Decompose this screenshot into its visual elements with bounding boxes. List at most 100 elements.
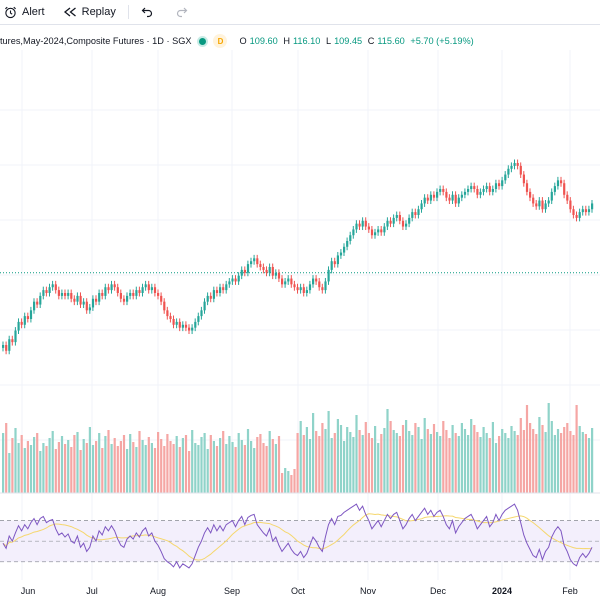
volume-bar [504,433,507,493]
candle-body [240,269,243,276]
candle-body [268,267,271,273]
rsi-pane[interactable] [0,503,600,569]
replay-button[interactable]: Replay [59,0,120,24]
volume-bar [417,427,420,493]
volume-bar [330,438,333,493]
volume-bar [575,405,578,493]
redo-button[interactable] [172,0,197,24]
time-axis[interactable]: Jun Jul Aug Sep Oct Nov Dec 2024 Feb [21,586,578,596]
volume-bar [33,437,36,493]
volume-bar [296,433,299,493]
volume-bar [426,429,429,493]
volume-bar [429,434,432,493]
volume-bar [188,451,191,493]
volume-bar [302,435,305,493]
volume-bar [584,434,587,493]
volume-bar [178,447,181,493]
candle-body [519,165,522,175]
volume-bar [110,444,113,493]
candle-body [231,278,234,282]
volume-bar [563,427,566,493]
delayed-data-badge[interactable]: D [213,34,228,48]
undo-button[interactable] [137,0,162,24]
volume-bar [172,444,175,493]
candle-body [181,324,184,328]
volume-bar [324,429,327,493]
candle-body [215,290,219,293]
volume-bar [572,435,575,493]
volume-bar [243,445,246,493]
candle-body [91,298,95,308]
symbol-title[interactable]: tures,May-2024,Composite Futures · 1D · … [0,36,192,46]
candle-body [70,293,73,299]
candle-body [308,284,312,291]
volume-bar [299,421,302,493]
time-axis-label: Dec [430,586,447,596]
candle-body [566,194,569,201]
candle-body [380,229,383,233]
market-status-dot[interactable] [197,35,209,47]
candle-body [395,215,398,218]
candle-body [476,189,479,195]
rewind-icon [63,7,76,17]
candle-body [79,295,82,305]
volume-bar [436,432,439,493]
volume-bar [336,419,339,493]
volume-bar [82,439,85,493]
volume-bars [2,403,594,493]
volume-bar [157,432,160,493]
volume-bar [333,433,336,493]
candlesticks [2,159,594,355]
volume-bar [401,425,405,493]
candle-body [448,197,451,201]
volume-bar [581,432,584,493]
candle-body [532,197,535,204]
candle-body [504,174,507,181]
time-axis-label: Aug [150,586,166,596]
volume-bar [197,445,200,493]
candle-body [405,223,408,227]
candle-body [343,246,346,253]
candle-body [556,180,560,187]
candle-body [535,203,538,207]
candle-body [426,197,429,201]
volume-bar [541,425,544,493]
volume-bar [60,436,64,493]
candle-body [157,293,160,296]
volume-bar [144,445,147,493]
volume-bar [445,430,448,493]
candle-body [163,301,166,311]
candle-body [538,200,541,207]
volume-bar [129,434,132,493]
alert-button[interactable]: Alert [0,0,49,24]
volume-bar [448,438,451,493]
low-key: L [325,36,332,46]
candle-body [138,290,141,293]
price-chart[interactable]: Jun Jul Aug Sep Oct Nov Dec 2024 Feb [0,50,600,600]
candle-body [243,269,246,273]
candle-body [312,278,315,285]
volume-bar [14,428,17,493]
candle-body [482,189,485,192]
volume-bar [569,431,572,493]
volume-bar [467,435,470,493]
volume-bar [352,437,355,493]
candle-body [5,345,8,351]
volume-bar [215,446,219,493]
volume-bar [287,471,290,493]
volume-bar [482,427,485,493]
volume-bar [222,431,225,493]
time-axis-label: Oct [291,586,306,596]
volume-bar [274,444,277,493]
candle-body [222,287,225,291]
candle-body [122,298,126,302]
candle-body [510,165,513,169]
volume-bar [259,434,262,493]
rsi-line [2,503,593,569]
volume-bar [200,437,203,493]
candle-body [386,220,389,227]
candle-body [119,293,122,299]
candle-body [488,186,491,192]
volume-bar [26,441,29,493]
candle-body [60,293,64,296]
